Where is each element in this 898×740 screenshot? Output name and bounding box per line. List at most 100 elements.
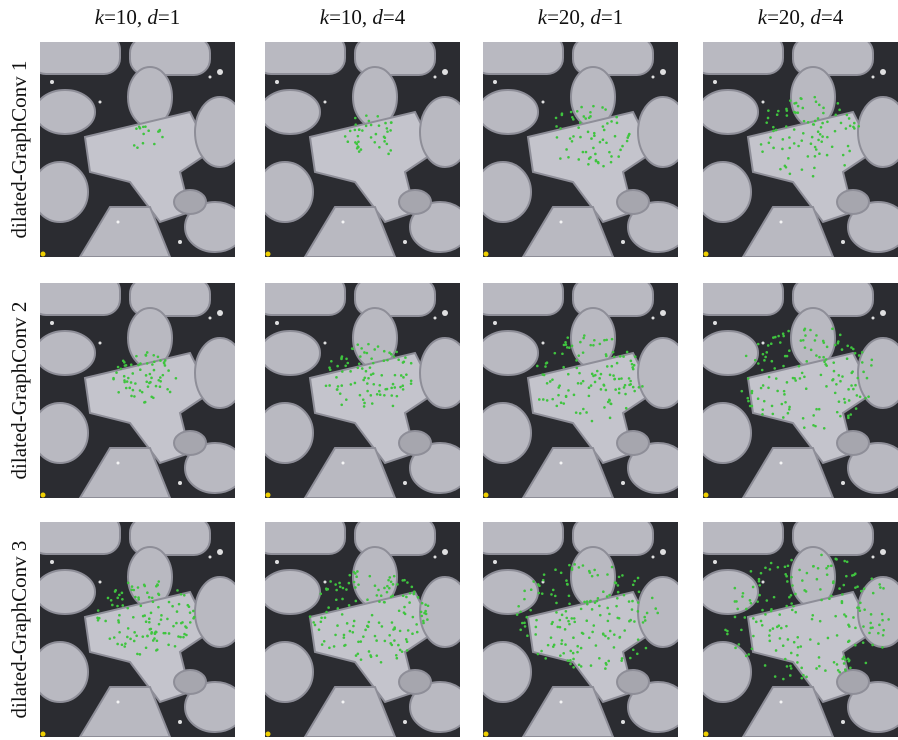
neighbor-point [406,640,409,643]
neighbor-point [104,620,107,623]
neighbor-point [395,654,398,657]
neighbor-point [821,122,824,125]
neighbor-point [607,660,610,663]
neighbor-point [388,587,391,590]
neighbor-point [157,580,160,583]
neighbor-point [175,377,178,380]
neighbor-point [368,120,371,123]
neighbor-point [605,663,608,666]
neighbor-point [810,142,813,145]
neighbor-point [180,593,183,596]
neighbor-point [406,581,409,584]
neighbor-point [797,105,800,108]
neighbor-point [145,380,148,383]
neighbor-point [863,608,866,611]
point-cloud [255,275,470,498]
neighbor-point [378,621,381,624]
neighbor-point [354,129,357,132]
neighbor-point [109,637,112,640]
neighbor-point [359,355,362,358]
neighbor-point [523,590,526,593]
neighbor-point [360,148,363,151]
neighbor-point [107,597,110,600]
neighbor-point [815,408,818,411]
neighbor-point [123,645,126,648]
neighbor-point [767,109,770,112]
neighbor-point [337,385,340,388]
neighbor-point [866,377,869,380]
neighbor-point [397,644,400,647]
neighbor-point [845,575,848,578]
neighbor-point [383,350,386,353]
neighbor-point [143,583,146,586]
neighbor-point [782,335,785,338]
neighbor-point [384,136,387,139]
neighbor-point [530,588,533,591]
center-point [266,493,271,498]
neighbor-point [127,582,130,585]
neighbor-point [801,168,804,171]
neighbor-point [570,111,573,114]
center-point [41,252,46,257]
neighbor-point [580,665,583,668]
neighbor-point [792,377,795,380]
neighbor-point [871,358,874,361]
neighbor-point [594,374,597,377]
neighbor-point [150,632,153,635]
neighbor-point [805,676,808,679]
neighbor-point [785,125,788,128]
neighbor-point [588,636,591,639]
neighbor-point [323,640,326,643]
neighbor-point [175,622,178,625]
neighbor-point [602,590,605,593]
neighbor-point [392,583,395,586]
neighbor-point [825,364,828,367]
neighbor-point [784,658,787,661]
neighbor-point [403,606,406,609]
neighbor-point [792,605,795,608]
neighbor-point [406,649,409,652]
neighbor-point [736,608,739,611]
neighbor-point [386,359,389,362]
neighbor-point [566,346,569,349]
neighbor-point [393,386,396,389]
neighbor-point [616,597,619,600]
neighbor-point [599,141,602,144]
neighbor-point [617,584,620,587]
neighbor-point [356,570,359,573]
neighbor-point [782,416,785,419]
neighbor-point [153,369,156,372]
point-cloud [693,34,898,257]
neighbor-point [366,625,369,628]
neighbor-point [117,366,120,369]
center-point [484,732,489,737]
neighbor-point [607,620,610,623]
neighbor-point [182,636,185,639]
neighbor-point [798,569,801,572]
neighbor-point [97,619,100,622]
neighbor-point [826,573,829,576]
neighbor-point [781,403,784,406]
neighbor-point [588,395,591,398]
neighbor-point [621,574,624,577]
neighbor-point [152,354,155,357]
neighbor-point [616,362,619,365]
neighbor-point [519,610,522,613]
neighbor-point [790,602,793,605]
neighbor-point [141,635,144,638]
neighbor-point [745,355,748,358]
neighbor-point [158,129,161,132]
neighbor-point [525,616,528,619]
neighbor-point [619,149,622,152]
neighbor-point [790,559,793,562]
neighbor-point [632,386,635,389]
neighbor-point [757,343,760,346]
neighbor-point [339,392,342,395]
neighbor-point [126,636,129,639]
neighbor-point [570,617,573,620]
neighbor-point [800,677,803,680]
neighbor-point [881,619,884,622]
neighbor-point [526,634,529,637]
neighbor-point [861,351,864,354]
neighbor-point [552,589,555,592]
